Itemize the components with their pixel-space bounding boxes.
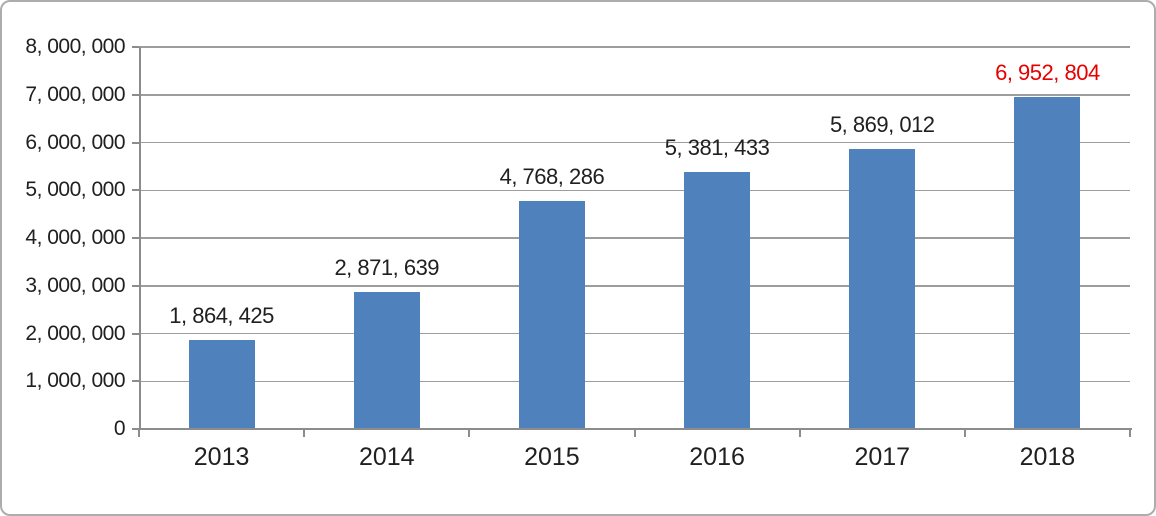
y-axis-tick: [132, 428, 139, 430]
x-axis-line: [139, 428, 1132, 430]
bar-2017: [849, 148, 916, 429]
bar-2014: [353, 291, 420, 429]
bar-2016: [684, 172, 751, 429]
x-axis-category-label: 2014: [358, 443, 415, 471]
x-axis-tick: [798, 429, 801, 437]
y-axis-tick-label: 8, 000, 000: [25, 35, 125, 58]
y-axis-tick-label: 5, 000, 000: [25, 178, 125, 202]
y-axis-tick-label: 6, 000, 000: [25, 130, 125, 154]
y-axis-tick-label: 2, 000, 000: [25, 321, 125, 345]
x-axis-tick: [138, 429, 140, 437]
x-axis-category-label: 2016: [689, 443, 745, 471]
y-axis-tick: [132, 284, 139, 287]
x-axis-category-label: 2018: [1019, 443, 1076, 471]
bar-2015: [518, 201, 585, 429]
gridline: [139, 332, 1130, 335]
gridline: [139, 94, 1130, 96]
x-axis-tick: [303, 429, 306, 437]
bar-value-label: 1, 864, 425: [169, 302, 274, 328]
gridline: [139, 141, 1130, 144]
y-axis-tick: [132, 380, 139, 383]
gridline: [139, 237, 1130, 239]
y-axis-tick: [132, 141, 139, 144]
bar-value-label: 4, 768, 286: [499, 164, 605, 190]
x-axis-category-label: 2013: [193, 443, 250, 471]
y-axis-tick: [132, 93, 139, 96]
x-axis-tick: [1129, 429, 1131, 437]
y-axis-tick-label: 3, 000, 000: [25, 273, 125, 297]
y-axis-tick: [132, 237, 139, 239]
y-axis-line: [139, 47, 141, 429]
x-axis-tick: [633, 429, 636, 437]
bar-value-label: 5, 381, 433: [664, 135, 770, 161]
gridline: [139, 189, 1130, 191]
bar-2018: [1014, 97, 1081, 429]
y-axis-tick: [132, 189, 139, 192]
y-axis-tick-label: 7, 000, 000: [25, 82, 125, 106]
gridline: [139, 46, 1130, 48]
y-axis-tick-label: 0: [113, 417, 126, 440]
bar-value-label: 6, 952, 804: [995, 60, 1100, 85]
y-axis-tick: [132, 332, 139, 335]
y-axis-tick-label: 4, 000, 000: [25, 226, 125, 249]
gridline: [139, 285, 1130, 287]
x-axis-tick: [468, 429, 471, 437]
x-axis-category-label: 2017: [854, 443, 911, 471]
x-axis-tick: [963, 429, 966, 437]
x-axis-category-label: 2015: [524, 443, 580, 471]
bar-value-label: 2, 871, 639: [334, 254, 440, 280]
y-axis-tick: [132, 46, 139, 48]
bar-value-label: 5, 869, 012: [829, 111, 935, 137]
y-axis-tick-label: 1, 000, 000: [25, 369, 125, 393]
gridline: [139, 380, 1130, 382]
bar-2013: [188, 339, 255, 429]
